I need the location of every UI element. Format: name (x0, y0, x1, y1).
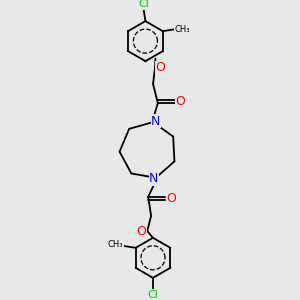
Text: N: N (151, 115, 160, 128)
Text: CH₃: CH₃ (174, 25, 190, 34)
Text: O: O (136, 225, 146, 238)
Text: Cl: Cl (148, 290, 158, 300)
Text: Cl: Cl (138, 0, 149, 9)
Text: O: O (166, 192, 176, 205)
Text: O: O (156, 61, 166, 74)
Text: CH₃: CH₃ (108, 239, 123, 248)
Text: N: N (149, 172, 159, 185)
Text: O: O (176, 95, 186, 108)
